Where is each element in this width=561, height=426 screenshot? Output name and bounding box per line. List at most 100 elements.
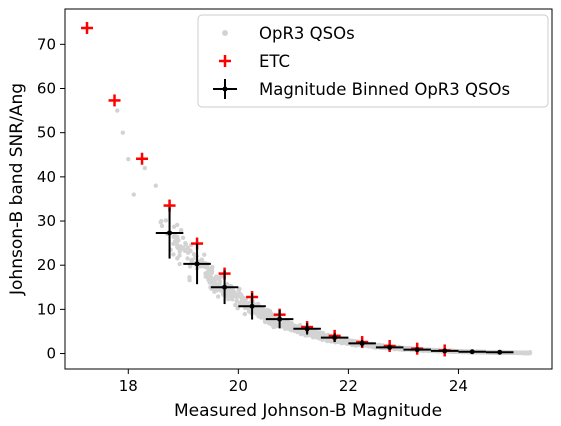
y-axis-label: Johnson-B band SNR/Ang [7, 83, 27, 296]
opr3-point [270, 313, 275, 318]
opr3-point [234, 294, 239, 300]
opr3-point [204, 270, 210, 275]
opr3-point [288, 324, 294, 330]
opr3-point [527, 350, 533, 355]
opr3-point [256, 314, 261, 319]
opr3-point [229, 296, 234, 301]
opr3-point [233, 302, 238, 308]
opr3-point [171, 252, 176, 257]
y-axis-ticks: 0 10 20 30 40 50 60 70 [37, 35, 65, 363]
opr3-point [257, 310, 263, 315]
opr3-point [120, 130, 125, 135]
opr3-point [318, 331, 323, 337]
opr3-point [175, 244, 180, 250]
opr3-point [240, 300, 245, 305]
opr3-point [180, 235, 186, 240]
binned-point [458, 349, 486, 355]
y-tick-label: 50 [37, 124, 56, 142]
opr3-point [171, 224, 177, 230]
legend-etc-marker [219, 55, 231, 67]
y-tick-label: 60 [37, 80, 56, 98]
legend-opr3-marker [222, 30, 228, 36]
opr3-point [288, 320, 294, 326]
y-tick-label: 40 [37, 168, 56, 186]
opr3-point [234, 298, 239, 304]
opr3-point [159, 223, 165, 229]
legend-binned-label: Magnitude Binned OpR3 QSOs [259, 80, 510, 99]
binned-point [430, 348, 459, 354]
opr3-point [179, 228, 184, 233]
legend-etc-label: ETC [259, 52, 290, 71]
etc-point [136, 152, 149, 165]
opr3-point [175, 256, 180, 261]
binned-point [485, 349, 514, 355]
binned-point [375, 344, 404, 351]
legend-binned-marker [213, 79, 237, 99]
opr3-point [215, 294, 221, 299]
opr3-point [263, 313, 268, 318]
opr3-point [115, 108, 120, 113]
x-tick-label: 20 [229, 377, 248, 395]
opr3-point [210, 277, 216, 283]
opr3-point [340, 340, 345, 345]
opr3-point [254, 308, 259, 313]
y-tick-label: 0 [46, 345, 56, 363]
opr3-point [186, 250, 191, 255]
binned-point [348, 339, 376, 347]
opr3-point [142, 165, 147, 171]
binned-point [155, 207, 184, 259]
y-tick-label: 20 [37, 256, 56, 274]
y-tick-label: 10 [37, 300, 56, 318]
opr3-point [215, 275, 220, 280]
opr3-point [187, 264, 193, 269]
opr3-point [517, 350, 523, 355]
opr3-point [212, 289, 217, 294]
opr3-point [185, 245, 191, 251]
y-tick-label: 70 [37, 35, 56, 53]
x-tick-label: 18 [119, 377, 138, 395]
opr3-scatter-layer [115, 108, 533, 356]
legend: OpR3 QSOs ETC Magnitude Binned OpR3 QSOs [197, 14, 549, 108]
binned-point [403, 347, 431, 353]
opr3-point [209, 271, 214, 276]
opr3-point [189, 257, 195, 263]
x-axis-ticks: 18 20 22 24 [119, 369, 468, 395]
opr3-point [246, 309, 252, 314]
opr3-point [237, 291, 242, 296]
plot-frame [64, 8, 553, 370]
opr3-point [312, 332, 318, 337]
opr3-point [227, 290, 233, 295]
opr3-point [521, 350, 527, 356]
binned-point [320, 333, 349, 343]
binned-point [238, 293, 266, 320]
opr3-point [297, 330, 303, 335]
opr3-point [176, 237, 181, 243]
opr3-point [328, 339, 334, 344]
opr3-point [199, 257, 205, 262]
opr3-point [126, 156, 131, 162]
opr3-point [219, 273, 224, 279]
opr3-point [309, 331, 314, 336]
opr3-point [131, 192, 136, 197]
opr3-point [207, 280, 212, 285]
opr3-point [185, 256, 190, 261]
opr3-point [366, 344, 372, 349]
opr3-point [183, 241, 188, 246]
opr3-point [172, 239, 178, 244]
y-tick-label: 30 [37, 212, 56, 230]
opr3-point [242, 311, 248, 317]
opr3-point [218, 288, 223, 293]
binned-point [265, 309, 294, 329]
opr3-point [177, 261, 182, 267]
etc-point [81, 21, 94, 34]
legend-opr3-label: OpR3 QSOs [259, 24, 355, 43]
x-axis-label: Measured Johnson-B Magnitude [174, 401, 442, 421]
opr3-point [267, 308, 273, 314]
opr3-point [202, 252, 207, 257]
x-tick-label: 22 [339, 377, 358, 395]
opr3-point [181, 245, 186, 250]
opr3-point [243, 300, 248, 305]
opr3-point [159, 218, 164, 224]
